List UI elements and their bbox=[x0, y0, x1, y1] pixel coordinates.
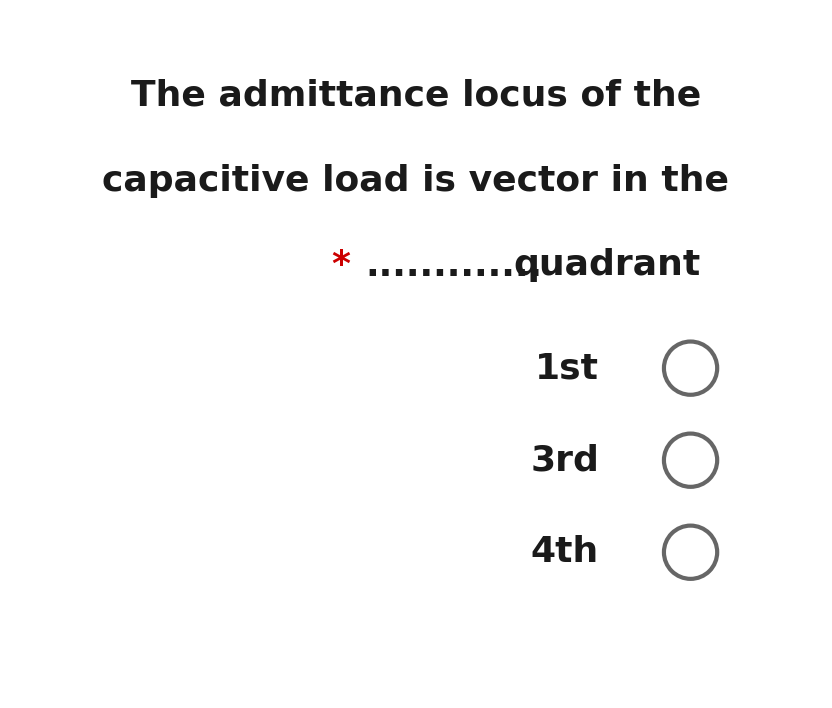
Text: 3rd: 3rd bbox=[530, 443, 599, 477]
Text: *: * bbox=[332, 249, 350, 282]
Text: The admittance locus of the: The admittance locus of the bbox=[131, 79, 701, 113]
Text: quadrant: quadrant bbox=[513, 249, 701, 282]
Text: .............: ............. bbox=[365, 249, 542, 282]
Text: capacitive load is vector in the: capacitive load is vector in the bbox=[102, 164, 730, 198]
Text: 1st: 1st bbox=[535, 351, 599, 385]
Text: 4th: 4th bbox=[531, 535, 599, 569]
